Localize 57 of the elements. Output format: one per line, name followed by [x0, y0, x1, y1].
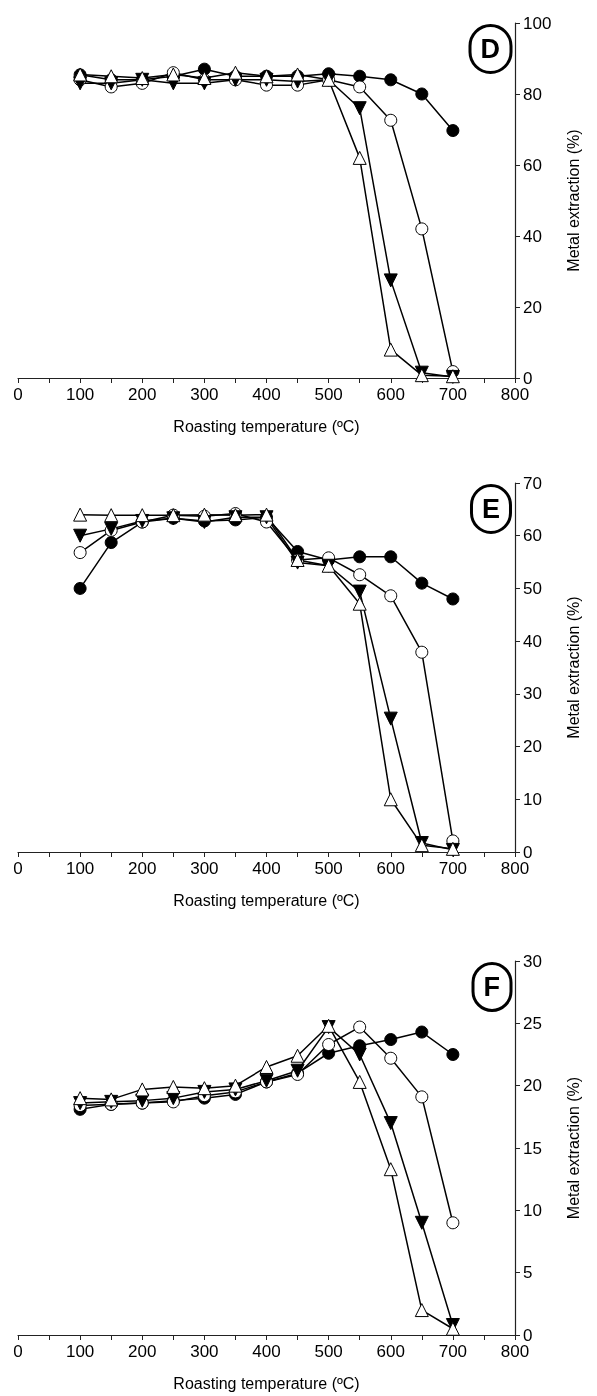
y-tick-label: 0 [523, 1325, 533, 1345]
x-tick-label: 600 [376, 1342, 405, 1361]
y-tick-label: 50 [523, 578, 542, 598]
x-tick-label: 500 [314, 385, 343, 404]
y-tick-label: 80 [523, 84, 542, 104]
y-tick-label: 60 [523, 155, 542, 175]
y-tick-label: 30 [523, 951, 542, 971]
x-tick-label: 400 [252, 859, 281, 878]
x-tick-label: 600 [376, 385, 405, 404]
x-tick-label: 200 [128, 859, 157, 878]
x-tick-label: 700 [438, 1342, 468, 1361]
y-tick-label: 70 [523, 473, 542, 493]
annotation: D [480, 34, 500, 64]
y-tick-label: 10 [523, 789, 542, 809]
x-tick-label: 0 [13, 385, 23, 404]
y-tick-label: 60 [523, 526, 542, 546]
annotation: E [481, 494, 501, 524]
y-tick-label: 20 [523, 297, 542, 317]
x-tick-label: 800 [500, 1342, 530, 1361]
y-tick-label: 25 [523, 1013, 542, 1033]
x-tick-label: 800 [500, 859, 530, 878]
y-tick-label: 10 [523, 1200, 542, 1220]
x-tick-label: 100 [65, 1342, 95, 1361]
x-tick-label: 0 [13, 1342, 23, 1361]
x-tick-label: 300 [190, 385, 219, 404]
y-tick-label: 20 [523, 737, 542, 757]
x-tick-label: 200 [128, 1342, 157, 1361]
x-tick-label: 700 [438, 859, 468, 878]
y-axis-title: Metal extraction (%) [564, 596, 582, 739]
x-tick-label: 300 [190, 859, 219, 878]
x-tick-label: 0 [13, 859, 23, 878]
x-tick-label: 500 [314, 859, 343, 878]
x-tick-label: 700 [438, 385, 468, 404]
y-tick-label: 15 [523, 1138, 542, 1158]
x-tick-label: 200 [128, 385, 157, 404]
x-tick-label: 300 [190, 1342, 219, 1361]
x-tick-label: 100 [65, 385, 95, 404]
x-tick-label: 800 [500, 385, 530, 404]
x-axis-title: Roasting temperature (ºC) [173, 891, 360, 909]
y-tick-label: 40 [523, 226, 542, 246]
x-tick-label: 100 [65, 859, 95, 878]
y-tick-label: 20 [523, 1076, 542, 1096]
y-tick-label: 40 [523, 631, 542, 651]
x-axis-title: Roasting temperature (ºC) [173, 1374, 360, 1392]
y-tick-label: 0 [523, 368, 533, 388]
x-tick-label: 400 [252, 385, 281, 404]
x-tick-label: 400 [252, 1342, 281, 1361]
y-tick-label: 0 [523, 842, 533, 862]
y-tick-label: 5 [523, 1263, 533, 1283]
x-axis-title: Roasting temperature (ºC) [173, 417, 360, 435]
y-axis-title: Metal extraction (%) [564, 1076, 582, 1220]
y-axis-title: Metal extraction (%) [564, 129, 582, 272]
y-tick-label: 100 [523, 13, 552, 33]
annotation: F [483, 972, 501, 1002]
x-tick-label: 500 [314, 1342, 343, 1361]
x-tick-label: 600 [376, 859, 405, 878]
y-tick-label: 30 [523, 684, 542, 704]
